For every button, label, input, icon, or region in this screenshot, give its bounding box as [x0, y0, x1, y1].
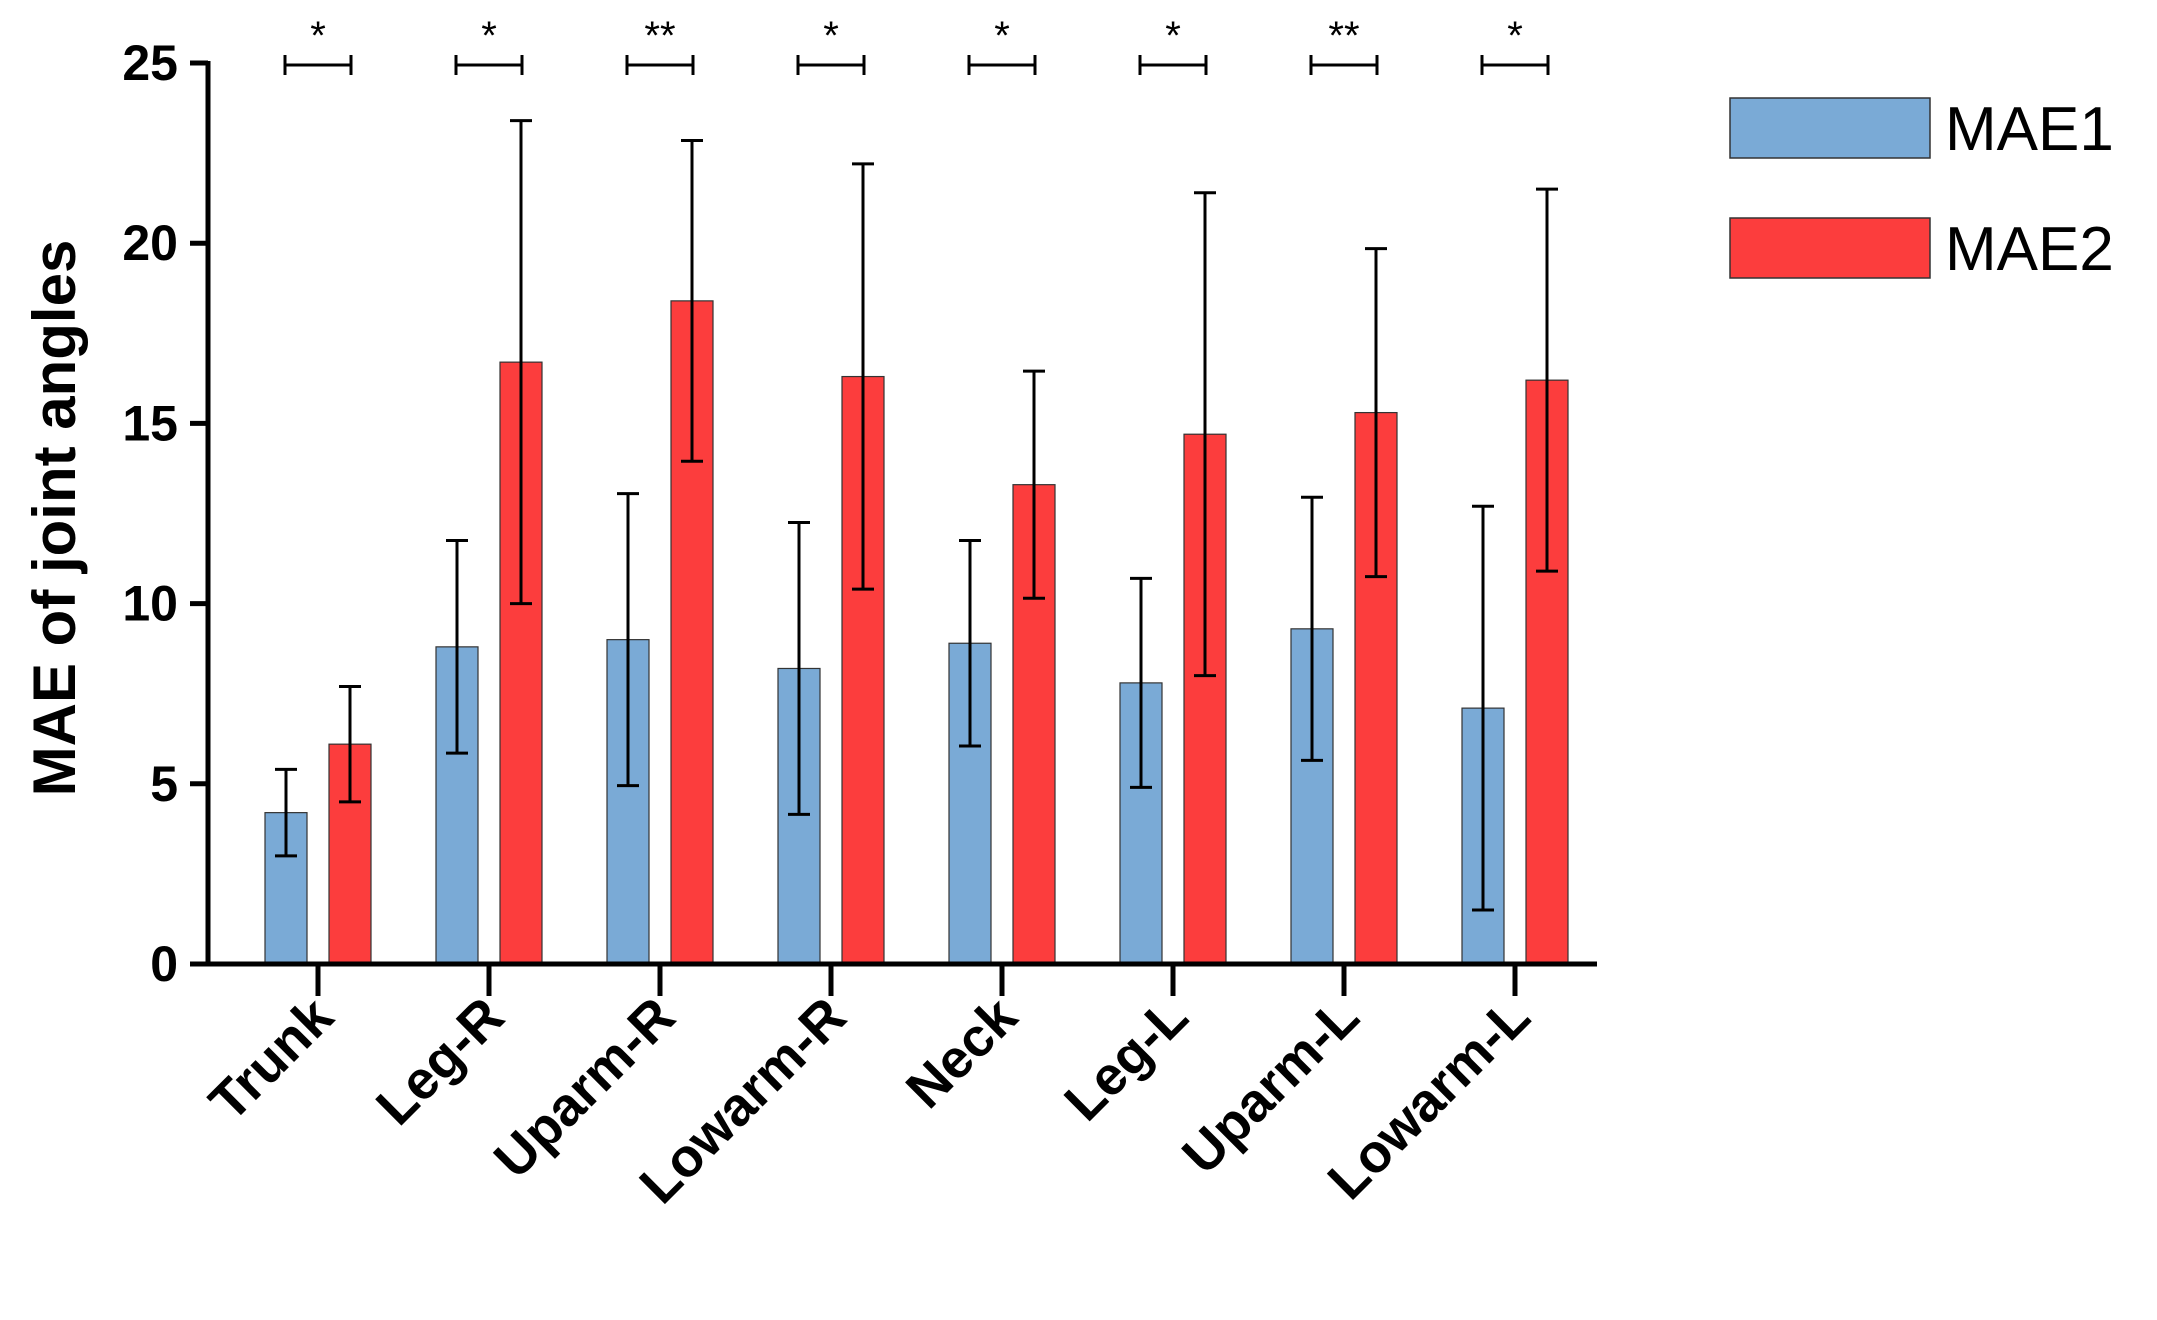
legend: MAE1 MAE2 [1729, 95, 2114, 284]
x-tick-label: Neck [895, 985, 1029, 1119]
significance-marker: * [994, 14, 1010, 58]
legend-label-mae2: MAE2 [1945, 215, 2114, 284]
y-axis: 0 5 10 15 20 25 [122, 35, 211, 992]
legend-swatch-mae1 [1729, 97, 1931, 159]
y-tick-label: 20 [122, 215, 178, 271]
y-tick-label: 0 [150, 936, 178, 992]
y-axis-title: MAE of joint angles [21, 240, 88, 797]
x-tick-label: Leg-R [365, 986, 516, 1137]
significance-marker: * [823, 14, 839, 58]
y-tick-label: 15 [122, 395, 178, 451]
error-bars [275, 119, 1558, 912]
bar-mae1 [777, 667, 821, 965]
y-tick-label: 25 [122, 35, 178, 91]
legend-swatch-mae2 [1729, 217, 1931, 279]
y-tick-label: 10 [122, 576, 178, 632]
legend-label-mae1: MAE1 [1945, 95, 2114, 164]
significance-marker: ** [1328, 14, 1359, 58]
y-tick-label: 5 [150, 756, 178, 812]
significance-marker: ** [644, 14, 675, 58]
bars [264, 300, 1569, 965]
significance-marker: * [481, 14, 497, 58]
x-tick-label: Trunk [198, 985, 345, 1132]
bar-mae2 [841, 375, 885, 965]
significance-brackets: * * ** * * * ** * [283, 14, 1550, 75]
significance-marker: * [1165, 14, 1181, 58]
x-tick-label: Leg-L [1053, 986, 1199, 1132]
significance-marker: * [1507, 14, 1523, 58]
significance-marker: * [310, 14, 326, 58]
